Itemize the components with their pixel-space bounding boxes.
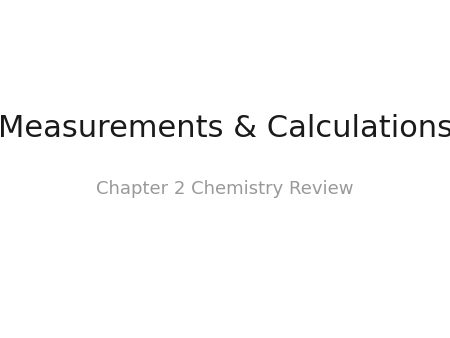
Text: Chapter 2 Chemistry Review: Chapter 2 Chemistry Review: [96, 180, 354, 198]
Text: Measurements & Calculations: Measurements & Calculations: [0, 114, 450, 143]
